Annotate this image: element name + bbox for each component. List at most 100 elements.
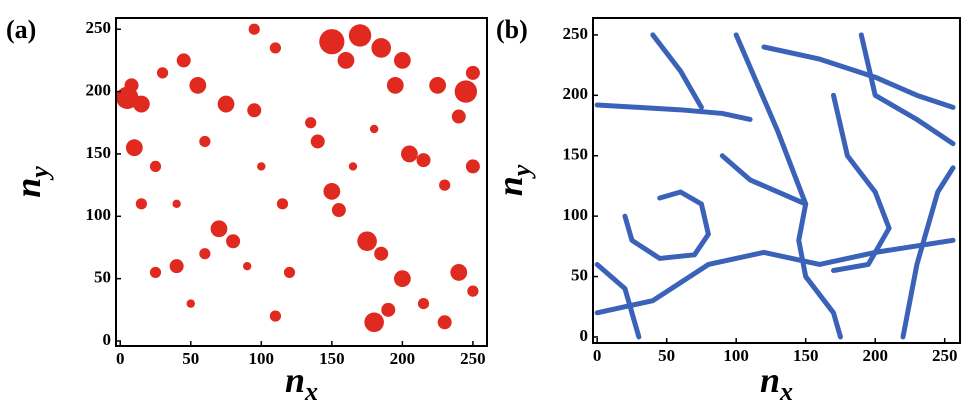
- x-axis-title-main: n: [285, 360, 305, 400]
- blob: [323, 182, 341, 200]
- y-tick-label: 50: [94, 268, 111, 287]
- y-tick-label: 250: [86, 18, 112, 37]
- filament: [761, 44, 956, 110]
- blob: [199, 135, 211, 148]
- blob: [283, 266, 296, 279]
- blob: [217, 95, 235, 113]
- blob: [310, 134, 325, 149]
- panel-label: (a): [6, 15, 36, 44]
- y-tick-label: 200: [86, 80, 112, 99]
- filament: [594, 102, 753, 122]
- panel-label: (b): [496, 15, 528, 44]
- blob: [319, 29, 345, 55]
- y-axis-title-sub: y: [507, 164, 536, 179]
- blob: [451, 109, 466, 124]
- blob: [176, 53, 191, 68]
- x-tick-label: 100: [723, 346, 749, 365]
- blob: [348, 24, 372, 47]
- blob: [337, 52, 355, 69]
- y-tick-label: 100: [86, 205, 112, 224]
- x-tick-label: 150: [793, 346, 819, 365]
- blob: [186, 299, 195, 308]
- blob: [371, 38, 392, 58]
- y-axis-title: ny: [8, 166, 54, 198]
- blob: [437, 315, 452, 330]
- filament: [900, 165, 956, 340]
- blob: [465, 159, 480, 174]
- blob: [172, 199, 181, 209]
- plot-area: [116, 23, 480, 333]
- y-tick-label: 250: [563, 24, 589, 43]
- y-axis-title: ny: [490, 164, 536, 196]
- y-axis-title-sub: y: [25, 166, 54, 181]
- blob: [369, 124, 379, 134]
- y-tick-label: 50: [571, 265, 588, 284]
- x-tick-label: 100: [249, 349, 275, 368]
- blob: [454, 80, 478, 103]
- filament: [830, 92, 892, 274]
- blob: [116, 86, 139, 110]
- filament: [594, 237, 956, 316]
- blob: [348, 162, 358, 171]
- blob: [242, 261, 252, 271]
- filament: [858, 32, 956, 147]
- blob: [149, 160, 162, 173]
- x-axis-title: nx: [760, 360, 793, 402]
- blob: [210, 220, 228, 238]
- blob: [381, 302, 396, 317]
- x-tick-label: 250: [932, 346, 958, 365]
- blob: [386, 76, 404, 94]
- blob: [125, 139, 143, 157]
- y-axis-title-main: n: [8, 178, 48, 198]
- y-tick-label: 200: [563, 84, 589, 103]
- blob: [364, 312, 384, 333]
- blob: [450, 264, 468, 281]
- blob: [374, 246, 389, 261]
- blob: [357, 231, 377, 252]
- blob: [135, 198, 147, 210]
- x-tick-label: 150: [319, 349, 345, 368]
- blob: [276, 198, 289, 210]
- blob: [269, 42, 282, 54]
- blob: [401, 145, 418, 163]
- blob: [156, 67, 169, 79]
- x-tick-label: 0: [593, 346, 602, 365]
- blob: [416, 153, 431, 168]
- x-axis-title-main: n: [760, 360, 780, 400]
- y-tick-label: 0: [580, 326, 589, 345]
- blob: [331, 203, 346, 218]
- y-tick-label: 100: [563, 205, 589, 224]
- blob: [429, 76, 447, 94]
- blob: [269, 310, 282, 322]
- blob: [393, 270, 411, 288]
- x-tick-label: 250: [460, 349, 486, 368]
- blob: [393, 52, 411, 69]
- y-axis-title-main: n: [490, 176, 530, 196]
- blob: [199, 248, 211, 260]
- blob: [132, 95, 150, 113]
- y-tick-label: 150: [563, 145, 589, 164]
- filament: [650, 32, 704, 110]
- y-tick-label: 0: [103, 330, 112, 349]
- plot-frame: [115, 17, 488, 347]
- x-tick-label: 0: [116, 349, 125, 368]
- blob: [248, 23, 260, 35]
- x-tick-label: 200: [862, 346, 888, 365]
- blob: [465, 65, 480, 80]
- filament: [733, 32, 843, 340]
- blob: [439, 179, 451, 191]
- blob: [417, 297, 430, 310]
- filament: [622, 189, 711, 261]
- x-tick-label: 50: [658, 346, 675, 365]
- blob: [467, 285, 479, 297]
- blob: [247, 103, 262, 118]
- filament: [719, 153, 809, 207]
- x-tick-label: 200: [390, 349, 416, 368]
- plot-area: [594, 32, 956, 340]
- blob: [149, 266, 162, 279]
- blob: [257, 162, 266, 171]
- blob: [124, 78, 139, 93]
- plot-frame: [592, 17, 961, 344]
- blob: [305, 117, 317, 129]
